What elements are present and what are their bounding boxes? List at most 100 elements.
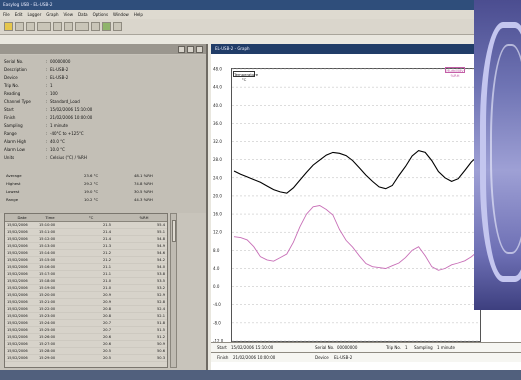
info-row: Units: Celsius (°C) / %RH — [4, 155, 204, 161]
table-row[interactable]: 15/02/2006 15:22:00 20.8 52.4 — [5, 306, 167, 313]
table-cell: 20.6 — [102, 335, 111, 339]
menu-item-window[interactable]: Window — [113, 12, 129, 17]
table-row[interactable]: 15/02/2006 15:28:00 20.5 50.6 — [5, 348, 167, 355]
settings-icon[interactable] — [113, 22, 122, 31]
table-cell: 15:20:00 — [39, 293, 56, 297]
table-row[interactable]: 15/02/2006 15:17:00 21.1 53.8 — [5, 271, 167, 278]
download-icon[interactable] — [53, 22, 62, 31]
stats-row: Average 23.6 °C 48.1 %RH — [4, 172, 204, 180]
zoom-icon[interactable] — [91, 22, 100, 31]
y-tick-label: -8.0 — [213, 320, 221, 325]
info-value: 21/02/2006 10:00:00 — [50, 115, 93, 120]
menu-item-data[interactable]: Data — [78, 12, 88, 17]
table-cell: 52.9 — [156, 293, 165, 297]
table-row[interactable]: 15/02/2006 15:18:00 21.0 53.5 — [5, 278, 167, 285]
table-row[interactable]: 15/02/2006 15:29:00 20.5 50.3 — [5, 355, 167, 362]
run-icon[interactable] — [102, 22, 111, 31]
table-cell: 50.9 — [156, 342, 165, 346]
table-row[interactable]: 15/02/2006 15:26:00 20.6 51.2 — [5, 334, 167, 341]
footer-trip-label: Trip No. — [386, 345, 402, 350]
table-cell: 15/02/2006 — [7, 237, 28, 241]
y-tick-label: 0.0 — [213, 284, 220, 289]
minimize-icon[interactable] — [178, 45, 185, 53]
open-file-icon[interactable] — [4, 22, 13, 31]
print-icon[interactable] — [26, 22, 35, 31]
stats-label: Average — [6, 173, 22, 178]
table-cell: 15/02/2006 — [7, 342, 28, 346]
table-cell: 53.2 — [156, 286, 165, 290]
info-label: Range — [4, 131, 17, 136]
table-cell: 20.9 — [102, 293, 111, 297]
y-tick-label: -12.0 — [213, 339, 224, 344]
logger-info: Serial No.:00000000 Description: EL-USB-2 D… — [0, 55, 206, 213]
y-tick-label: 40.0 — [213, 103, 222, 108]
menu-bar: File Edit Logger Graph View Data Options… — [0, 10, 474, 19]
info-value: Standard_Load — [50, 99, 80, 104]
table-cell: 21.2 — [102, 258, 111, 262]
table-cell: 15:17:00 — [39, 272, 56, 276]
table-cell: 51.8 — [156, 321, 165, 325]
menu-item-logger[interactable]: Logger — [27, 12, 42, 17]
table-header-humidity[interactable]: %RH — [139, 215, 149, 220]
table-cell: 20.5 — [102, 349, 111, 353]
plot-frame — [231, 68, 481, 342]
info-row: Start:15/02/2006 15:10:00 — [4, 107, 204, 113]
photo-ring-highlight — [490, 44, 521, 254]
table-row[interactable]: 15/02/2006 15:27:00 20.6 50.9 — [5, 341, 167, 348]
info-value: 1 minute — [50, 123, 68, 128]
table-cell: 15/02/2006 — [7, 349, 28, 353]
info-value: EL-USB-2 — [50, 75, 69, 80]
maximize-icon[interactable] — [187, 45, 194, 53]
info-value: 10.0 °C — [50, 147, 65, 152]
table-header-time[interactable]: Time — [45, 215, 55, 220]
table-cell: 21.4 — [102, 230, 111, 234]
close-icon[interactable] — [196, 45, 203, 53]
table-row[interactable]: 15/02/2006 15:20:00 20.9 52.9 — [5, 292, 167, 299]
table-row[interactable]: 15/02/2006 15:25:00 20.7 51.5 — [5, 327, 167, 334]
info-label: Channel Type — [4, 99, 31, 104]
y-tick-label: 28.0 — [213, 157, 222, 162]
connect-icon[interactable] — [37, 22, 51, 31]
scrollbar-thumb[interactable] — [172, 220, 176, 242]
table-row[interactable]: 15/02/2006 15:24:00 20.7 51.8 — [5, 320, 167, 327]
table-cell: 51.5 — [156, 328, 165, 332]
table-cell: 15:11:00 — [39, 230, 56, 234]
info-separator: : — [46, 147, 48, 152]
table-header-temp[interactable]: °C — [88, 215, 94, 220]
menu-item-file[interactable]: File — [3, 12, 10, 17]
table-row[interactable]: 15/02/2006 15:15:00 21.2 54.2 — [5, 257, 167, 264]
info-row: Description: EL-USB-2 — [4, 67, 204, 73]
menu-item-options[interactable]: Options — [92, 12, 109, 17]
menu-item-edit[interactable]: Edit — [14, 12, 23, 17]
save-icon[interactable] — [15, 22, 24, 31]
table-row[interactable]: 15/02/2006 15:13:00 21.3 54.9 — [5, 243, 167, 250]
stats-humidity-value: 74.8 %RH — [134, 181, 153, 186]
table-row[interactable]: 15/02/2006 15:21:00 20.9 52.8 — [5, 299, 167, 306]
graph-window: EL-USB-2 - Graph 48.0 44.0 40.0 36.0 32.0 28.… — [211, 44, 521, 370]
table-icon[interactable] — [75, 22, 89, 31]
table-cell: 15/02/2006 — [7, 286, 28, 290]
table-row[interactable]: 15/02/2006 15:14:00 21.2 54.6 — [5, 250, 167, 257]
table-cell: 21.4 — [102, 237, 111, 241]
menu-item-help[interactable]: Help — [133, 12, 143, 17]
table-header-date[interactable]: Date — [17, 215, 27, 220]
table-header: Date Time °C %RH — [5, 214, 167, 222]
table-row[interactable]: 15/02/2006 15:10:00 21.5 55.4 — [5, 222, 167, 229]
table-cell: 15/02/2006 — [7, 279, 28, 283]
menu-item-graph[interactable]: Graph — [46, 12, 59, 17]
table-scrollbar[interactable] — [170, 213, 177, 368]
info-row: Alarm Low:10.0 °C — [4, 147, 204, 153]
table-row[interactable]: 15/02/2006 15:12:00 21.4 54.8 — [5, 236, 167, 243]
info-label: Reading — [4, 91, 21, 96]
table-cell: 21.3 — [102, 244, 111, 248]
info-label: Sampling — [4, 123, 23, 128]
info-row: Finish:21/02/2006 10:00:00 — [4, 115, 204, 121]
table-row[interactable]: 15/02/2006 15:11:00 21.4 55.1 — [5, 229, 167, 236]
table-cell: 53.5 — [156, 279, 165, 283]
table-row[interactable]: 15/02/2006 15:23:00 20.8 52.1 — [5, 313, 167, 320]
table-row[interactable]: 15/02/2006 15:16:00 21.1 54.0 — [5, 264, 167, 271]
menu-item-view[interactable]: View — [63, 12, 74, 17]
graph-icon[interactable] — [64, 22, 73, 31]
table-row[interactable]: 15/02/2006 15:19:00 21.0 53.2 — [5, 285, 167, 292]
app-title-bar: Easylog USB - EL-USB-2 — [0, 0, 474, 10]
